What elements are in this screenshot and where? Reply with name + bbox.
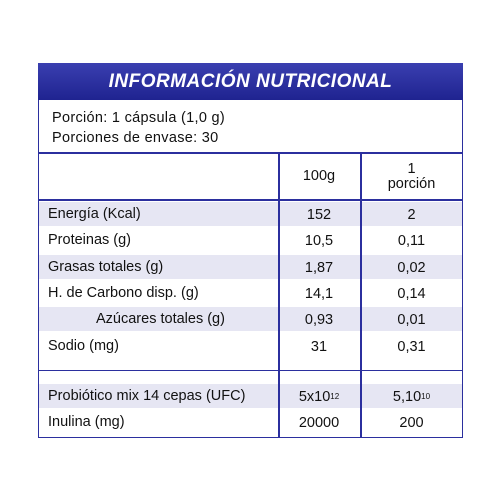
row-shade — [39, 383, 462, 409]
cell-value: 2 — [407, 207, 416, 224]
cell-value: 0,31 — [397, 338, 426, 355]
row-label: Azúcares totales (g) — [96, 311, 225, 328]
row-shade — [39, 254, 462, 279]
cell-value: 1,87 — [304, 259, 334, 276]
row-label: Sodio (mg) — [48, 337, 119, 354]
cell-value: 20000 — [298, 415, 340, 432]
value-base: 5,10 — [392, 388, 422, 405]
value-base: 5x10 — [298, 388, 331, 405]
rule — [38, 369, 463, 371]
cell-value: 10,5 — [304, 233, 334, 250]
portion-line: Porción: 1 cápsula (1,0 g) — [52, 110, 226, 126]
cell-value: 5,10 10 — [360, 384, 463, 410]
cell-value: 200 — [399, 415, 424, 432]
row-label: Grasas totales (g) — [48, 258, 164, 275]
column-header: 1 porción — [387, 160, 436, 192]
value-exponent: 10 — [421, 392, 431, 402]
portion-line: Porciones de envase: 30 — [52, 130, 219, 146]
row-label: Energía (Kcal) — [48, 206, 141, 223]
cell-value: 0,14 — [397, 286, 426, 303]
value-exponent: 12 — [330, 392, 340, 402]
cell-value: 0,93 — [304, 312, 334, 329]
column-rule — [360, 152, 362, 437]
rule — [38, 152, 463, 154]
row-label: Inulina (mg) — [48, 414, 125, 431]
cell-value: 31 — [310, 338, 328, 355]
rule — [38, 199, 463, 201]
cell-value: 5x10 12 — [278, 384, 360, 410]
column-rule — [278, 152, 280, 437]
cell-value: 0,11 — [397, 233, 426, 250]
cell-value: 0,01 — [397, 312, 426, 329]
cell-value: 152 — [306, 207, 332, 224]
row-label: H. de Carbono disp. (g) — [48, 285, 199, 302]
row-shade — [39, 307, 462, 332]
cell-value: 0,02 — [397, 259, 426, 276]
cell-value: 14,1 — [304, 286, 334, 303]
title: INFORMACIÓN NUTRICIONAL — [38, 63, 463, 100]
row-label: Proteinas (g) — [48, 232, 132, 249]
column-header: 100g — [302, 168, 336, 184]
row-label: Probiótico mix 14 cepas (UFC) — [48, 387, 246, 404]
row-shade — [39, 202, 462, 227]
